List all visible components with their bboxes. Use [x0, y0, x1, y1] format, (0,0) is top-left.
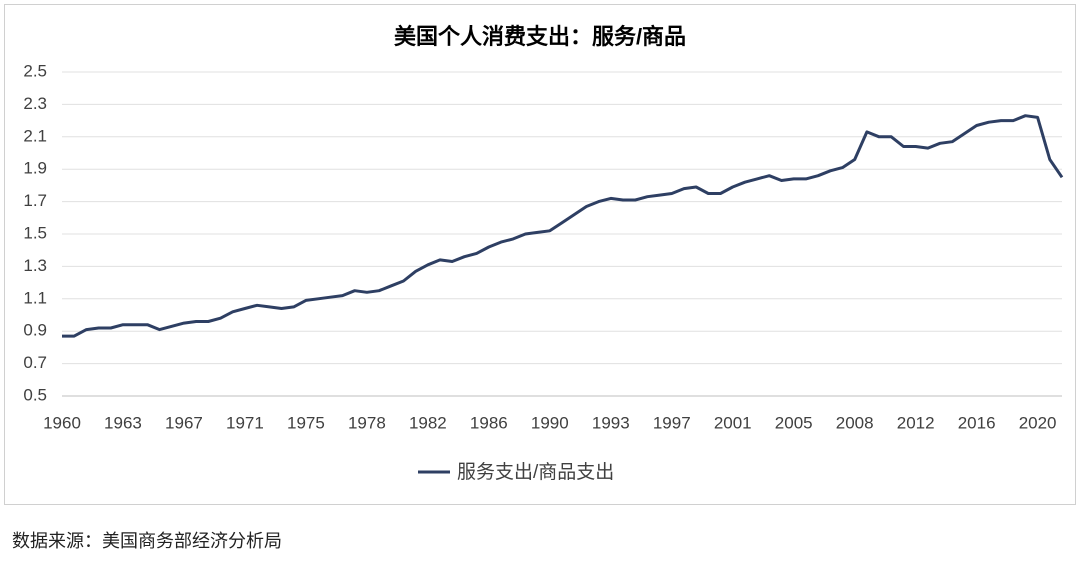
x-tick-label: 1960 [43, 413, 81, 432]
x-tick-label: 2001 [714, 413, 752, 432]
y-tick-label: 2.1 [23, 126, 47, 145]
chart-frame [4, 4, 1076, 505]
y-tick-label: 2.3 [23, 94, 47, 113]
y-tick-label: 1.1 [23, 288, 47, 307]
x-tick-label: 1967 [165, 413, 203, 432]
x-tick-label: 1993 [592, 413, 630, 432]
y-tick-label: 1.9 [23, 159, 47, 178]
y-tick-label: 1.7 [23, 191, 47, 210]
x-tick-label: 1963 [104, 413, 142, 432]
x-tick-label: 1997 [653, 413, 691, 432]
x-tick-label: 1975 [287, 413, 325, 432]
y-tick-label: 0.9 [23, 321, 47, 340]
x-tick-label: 1990 [531, 413, 569, 432]
x-tick-label: 2020 [1019, 413, 1057, 432]
x-tick-label: 2016 [958, 413, 996, 432]
x-tick-label: 2012 [897, 413, 935, 432]
source-note: 数据来源：美国商务部经济分析局 [12, 531, 282, 551]
x-tick-label: 2008 [836, 413, 874, 432]
x-tick-label: 1971 [226, 413, 264, 432]
y-tick-label: 2.5 [23, 61, 47, 80]
x-tick-label: 1978 [348, 413, 386, 432]
x-tick-label: 2005 [775, 413, 813, 432]
data-line [62, 114, 1064, 338]
chart-title: 美国个人消费支出：服务/商品 [394, 24, 686, 49]
y-tick-label: 1.3 [23, 256, 47, 275]
x-tick-label: 1982 [409, 413, 447, 432]
legend-label: 服务支出/商品支出 [457, 461, 614, 483]
y-tick-label: 1.5 [23, 223, 47, 242]
y-tick-label: 0.7 [23, 353, 47, 372]
y-tick-label: 0.5 [23, 385, 47, 404]
x-tick-label: 1986 [470, 413, 508, 432]
